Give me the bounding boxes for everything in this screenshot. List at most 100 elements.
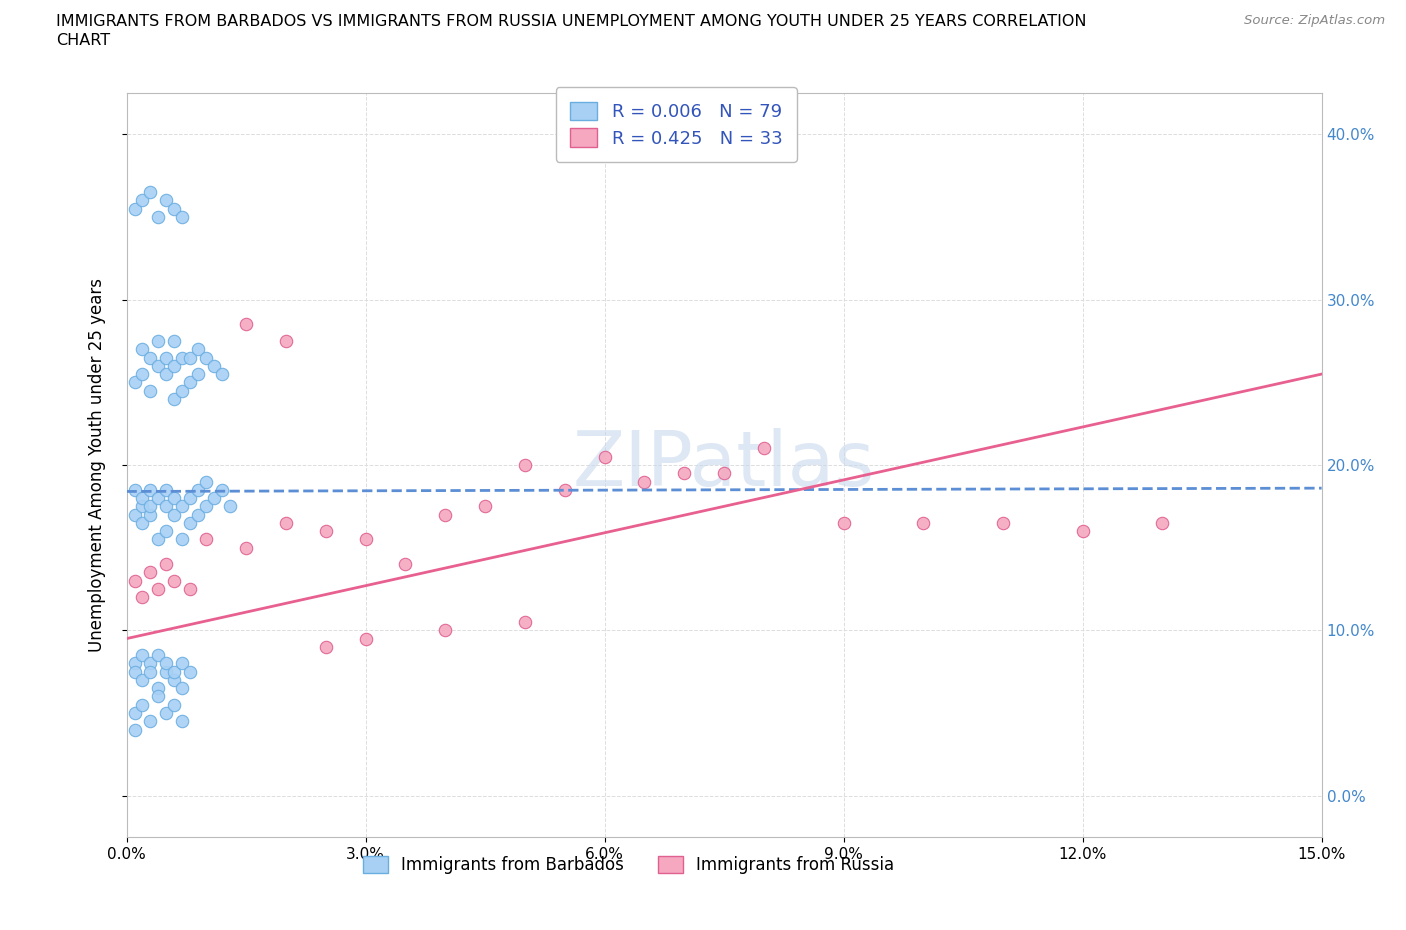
Point bbox=[124, 722, 146, 737]
Point bbox=[179, 491, 201, 506]
Point bbox=[148, 681, 170, 696]
Point bbox=[163, 358, 186, 373]
Point bbox=[202, 358, 225, 373]
Point bbox=[148, 358, 170, 373]
Point bbox=[131, 498, 153, 513]
Point bbox=[148, 689, 170, 704]
Point bbox=[155, 366, 177, 381]
Point bbox=[139, 507, 162, 522]
Point bbox=[155, 193, 177, 208]
Point bbox=[139, 656, 162, 671]
Point bbox=[832, 515, 855, 530]
Point bbox=[155, 524, 177, 538]
Point bbox=[179, 350, 201, 365]
Point bbox=[155, 706, 177, 721]
Point bbox=[155, 557, 177, 572]
Point bbox=[163, 334, 186, 349]
Point bbox=[434, 623, 457, 638]
Point bbox=[139, 383, 162, 398]
Point bbox=[155, 664, 177, 679]
Point bbox=[211, 483, 233, 498]
Point bbox=[172, 209, 194, 224]
Point bbox=[131, 672, 153, 687]
Point bbox=[991, 515, 1014, 530]
Point bbox=[148, 334, 170, 349]
Point bbox=[155, 498, 177, 513]
Point bbox=[187, 366, 209, 381]
Point bbox=[163, 392, 186, 406]
Point bbox=[163, 491, 186, 506]
Text: IMMIGRANTS FROM BARBADOS VS IMMIGRANTS FROM RUSSIA UNEMPLOYMENT AMONG YOUTH UNDE: IMMIGRANTS FROM BARBADOS VS IMMIGRANTS F… bbox=[56, 14, 1087, 29]
Point bbox=[513, 458, 536, 472]
Point bbox=[131, 698, 153, 712]
Point bbox=[235, 317, 257, 332]
Point bbox=[179, 581, 201, 596]
Point bbox=[179, 515, 201, 530]
Point bbox=[124, 656, 146, 671]
Point bbox=[211, 366, 233, 381]
Point bbox=[172, 498, 194, 513]
Point bbox=[131, 366, 153, 381]
Point bbox=[139, 714, 162, 729]
Point bbox=[139, 664, 162, 679]
Point bbox=[148, 581, 170, 596]
Point bbox=[172, 383, 194, 398]
Point bbox=[139, 565, 162, 580]
Point bbox=[315, 640, 337, 655]
Legend: Immigrants from Barbados, Immigrants from Russia: Immigrants from Barbados, Immigrants fro… bbox=[356, 849, 901, 881]
Point bbox=[187, 483, 209, 498]
Point bbox=[195, 474, 218, 489]
Point bbox=[131, 515, 153, 530]
Point bbox=[554, 483, 576, 498]
Point bbox=[593, 449, 616, 464]
Point bbox=[513, 615, 536, 630]
Point bbox=[474, 498, 496, 513]
Text: CHART: CHART bbox=[56, 33, 110, 47]
Point bbox=[219, 498, 242, 513]
Point bbox=[172, 350, 194, 365]
Point bbox=[148, 532, 170, 547]
Point bbox=[163, 201, 186, 216]
Point bbox=[124, 483, 146, 498]
Point bbox=[394, 557, 416, 572]
Point bbox=[912, 515, 935, 530]
Point bbox=[131, 342, 153, 357]
Point bbox=[274, 515, 297, 530]
Point bbox=[172, 532, 194, 547]
Point bbox=[124, 375, 146, 390]
Point bbox=[187, 507, 209, 522]
Point bbox=[163, 698, 186, 712]
Point bbox=[124, 706, 146, 721]
Point bbox=[131, 193, 153, 208]
Point bbox=[155, 483, 177, 498]
Text: Source: ZipAtlas.com: Source: ZipAtlas.com bbox=[1244, 14, 1385, 27]
Point bbox=[155, 350, 177, 365]
Point bbox=[752, 441, 775, 456]
Point bbox=[124, 201, 146, 216]
Point bbox=[195, 498, 218, 513]
Point bbox=[713, 466, 735, 481]
Point bbox=[163, 573, 186, 588]
Point bbox=[274, 334, 297, 349]
Point bbox=[155, 656, 177, 671]
Point bbox=[124, 573, 146, 588]
Point bbox=[148, 491, 170, 506]
Point bbox=[172, 656, 194, 671]
Point bbox=[195, 532, 218, 547]
Point bbox=[139, 498, 162, 513]
Point bbox=[179, 375, 201, 390]
Point bbox=[1071, 524, 1094, 538]
Point bbox=[163, 672, 186, 687]
Point bbox=[148, 647, 170, 662]
Point bbox=[124, 664, 146, 679]
Point bbox=[139, 483, 162, 498]
Y-axis label: Unemployment Among Youth under 25 years: Unemployment Among Youth under 25 years bbox=[87, 278, 105, 652]
Point bbox=[163, 664, 186, 679]
Point bbox=[354, 532, 377, 547]
Point bbox=[139, 185, 162, 200]
Point bbox=[124, 507, 146, 522]
Point bbox=[354, 631, 377, 646]
Point bbox=[131, 647, 153, 662]
Point bbox=[139, 350, 162, 365]
Point bbox=[434, 507, 457, 522]
